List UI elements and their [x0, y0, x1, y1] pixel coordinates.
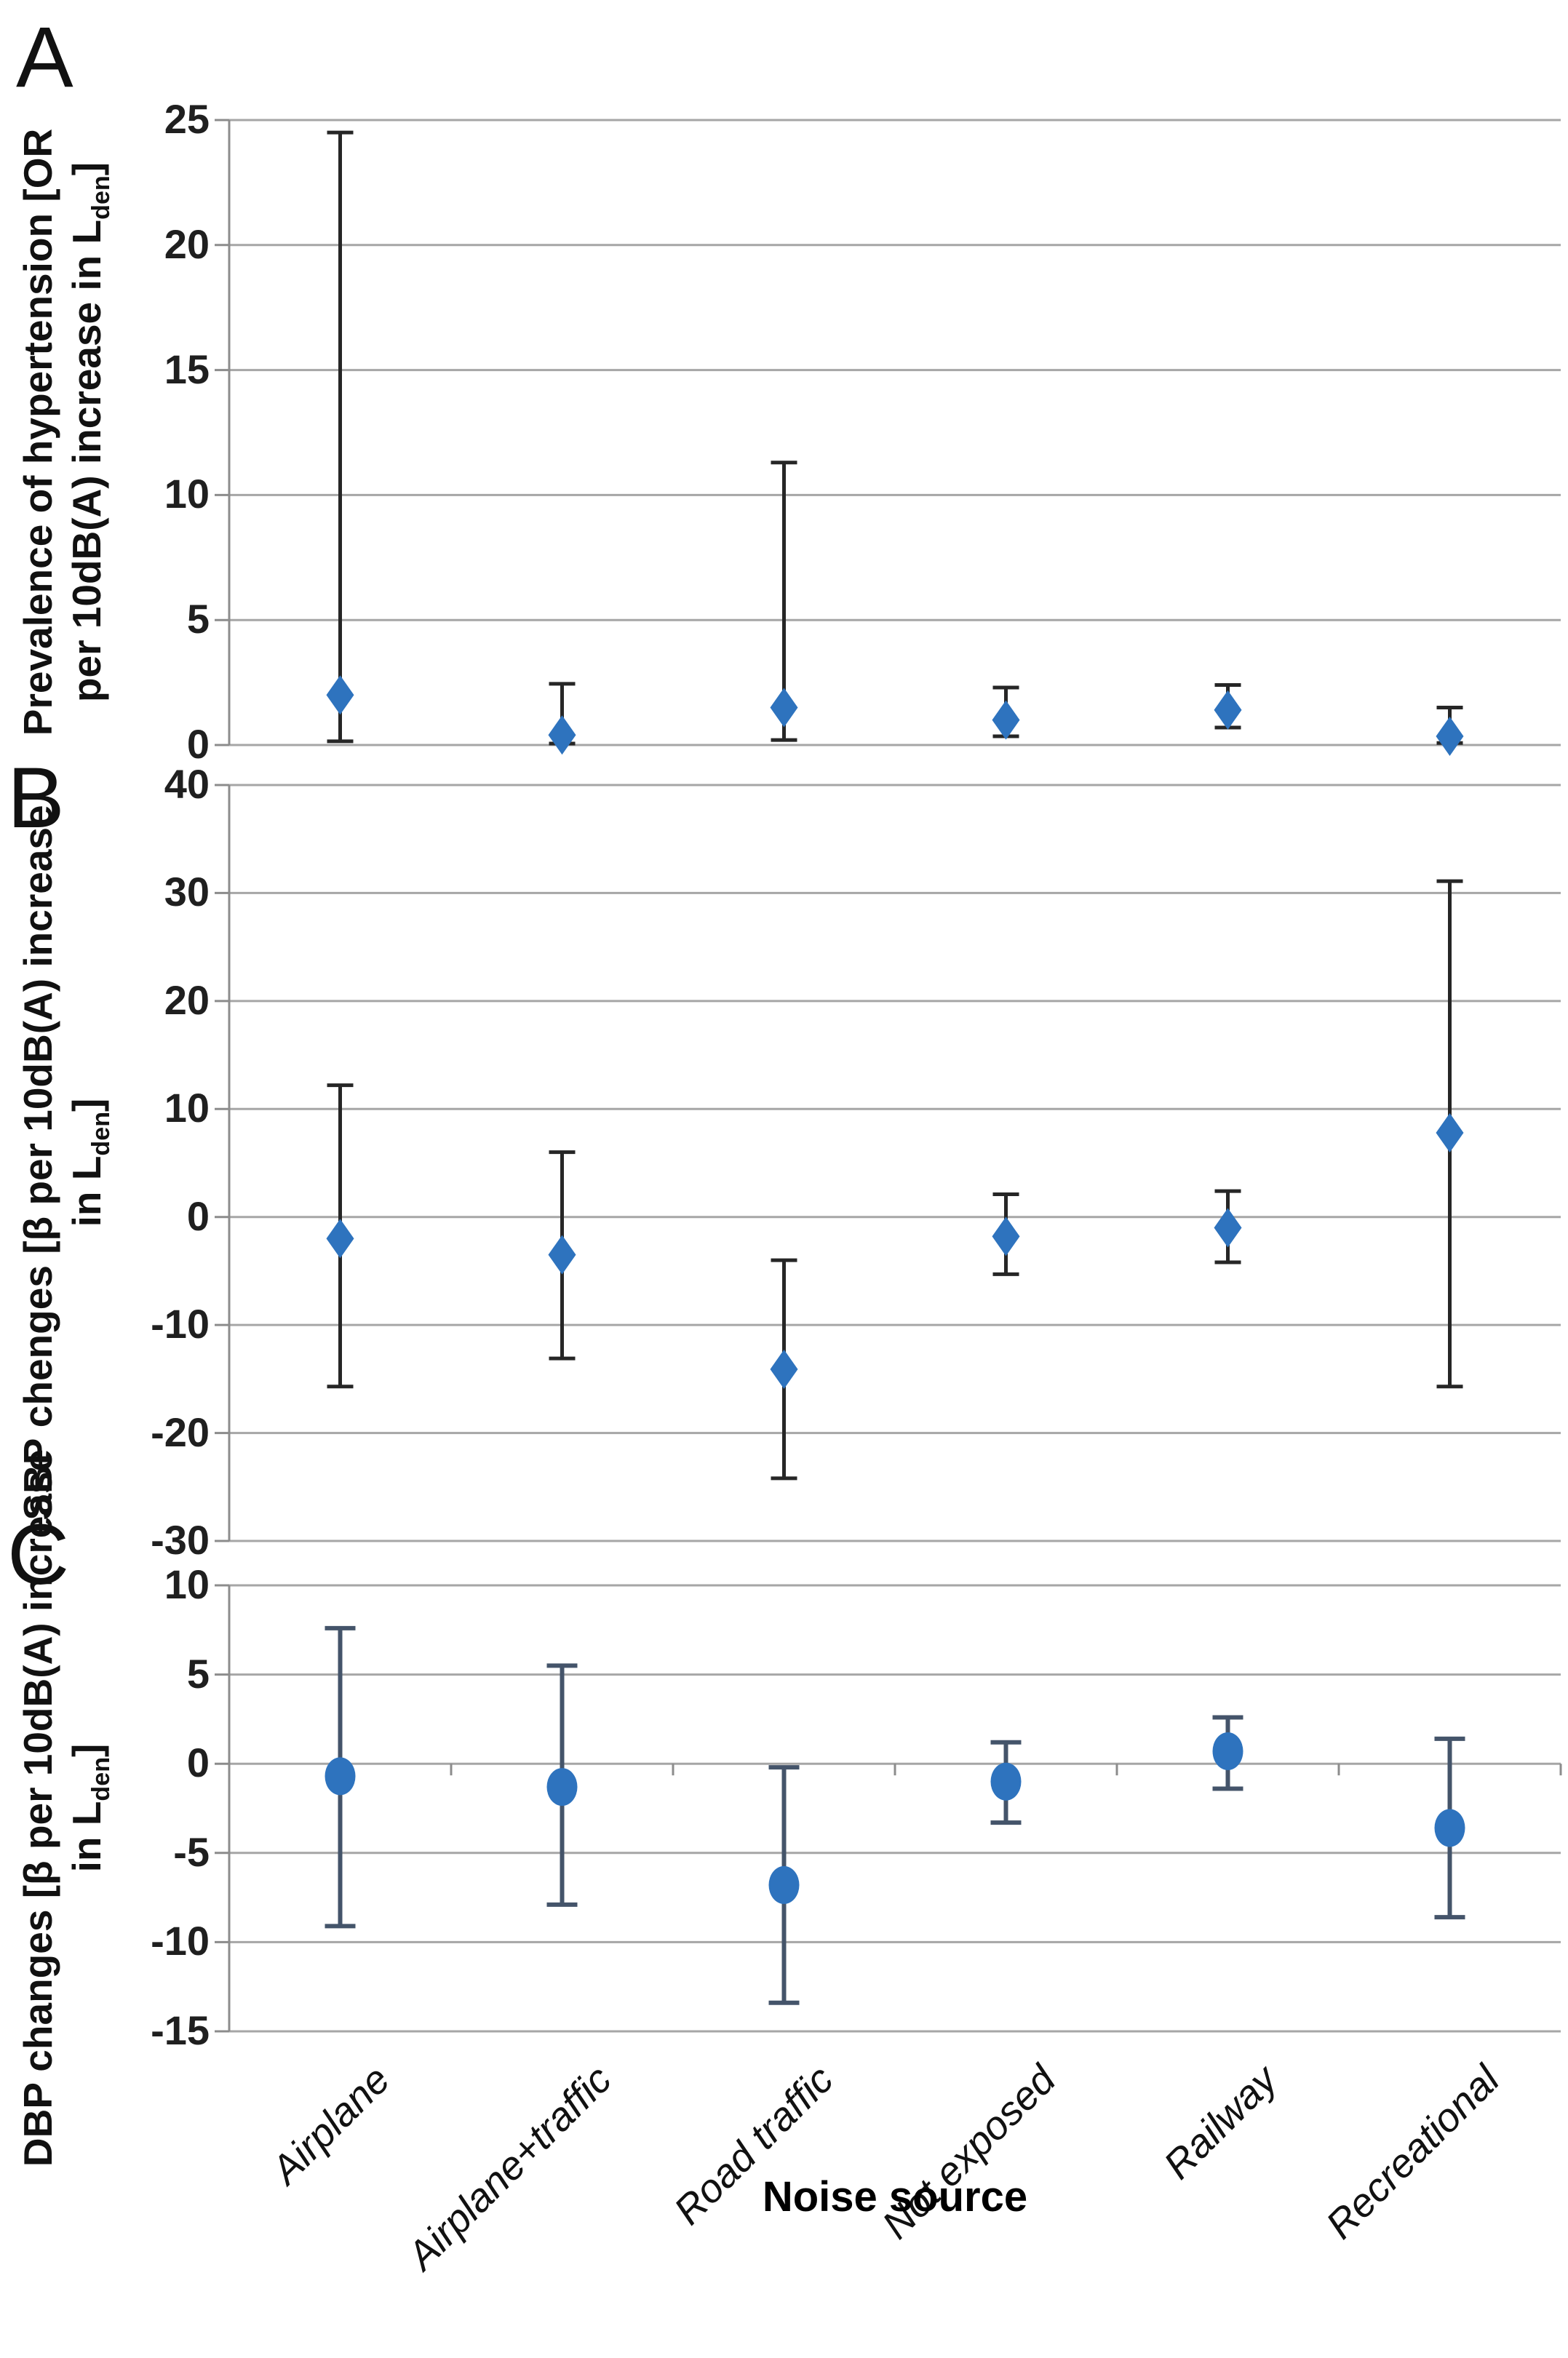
y-tick-label: -10: [151, 1301, 210, 1347]
marker-c-recreational: [1434, 1809, 1465, 1847]
marker-c-railway: [1212, 1732, 1243, 1771]
marker-a-airplane: [326, 675, 354, 715]
y-tick-label: 25: [164, 96, 210, 142]
marker-b-not-exposed: [992, 1216, 1020, 1256]
y-tick-label: -30: [151, 1517, 210, 1563]
marker-a-road-traffic: [770, 688, 798, 728]
marker-c-not-exposed: [990, 1762, 1022, 1801]
panel-b: [215, 784, 1561, 1542]
marker-c-road-traffic: [768, 1865, 800, 1904]
x-axis-title: Noise source: [762, 2173, 1028, 2220]
marker-c-airplane-traffic: [546, 1768, 578, 1807]
y-axis-title-a: Prevalence of hypertension [OR per 10dB(A…: [15, 128, 116, 736]
y-tick-label: 0: [186, 1192, 210, 1239]
marker-b-railway: [1214, 1208, 1242, 1248]
y-tick-label: 10: [164, 1085, 210, 1131]
y-tick-label: -15: [151, 2007, 210, 2053]
y-tick-label: 10: [164, 471, 210, 517]
panel-label-c: C: [7, 1507, 70, 1603]
marker-b-airplane-traffic: [548, 1235, 576, 1275]
y-axis-title-c: DBP changes [β per 10dB(A) increase in Ld…: [15, 1449, 116, 2167]
marker-a-railway: [1214, 690, 1242, 730]
y-tick-label: 0: [186, 721, 210, 767]
y-tick-label: 10: [164, 1561, 210, 1607]
panel-a: [215, 119, 1561, 756]
y-tick-label: -5: [173, 1828, 210, 1875]
y-tick-label: 40: [164, 761, 210, 807]
panel-c: [215, 1584, 1562, 2033]
errorbar-a-airplane: [327, 130, 354, 744]
panel-label-a: A: [16, 9, 73, 105]
marker-a-airplane-traffic: [548, 715, 576, 755]
y-tick-label: 15: [164, 346, 210, 392]
y-tick-label: 20: [164, 976, 210, 1023]
y-tick-label: 5: [186, 1650, 210, 1697]
y-tick-label: -20: [151, 1409, 210, 1455]
panel-label-b: B: [7, 750, 65, 846]
y-tick-label: -10: [151, 1918, 210, 1964]
marker-a-recreational: [1436, 716, 1464, 756]
marker-b-road-traffic: [770, 1349, 798, 1389]
marker-b-airplane: [326, 1219, 354, 1259]
y-axis-title-b: SBP chenges [β per 10dB(A) increase in Ld…: [15, 805, 116, 1521]
marker-c-airplane: [325, 1757, 356, 1796]
y-tick-label: 20: [164, 220, 210, 267]
y-tick-label: 0: [186, 1740, 210, 1786]
marker-a-not-exposed: [992, 700, 1020, 740]
marker-b-recreational: [1436, 1112, 1464, 1152]
y-tick-label: 30: [164, 869, 210, 915]
y-tick-label: 5: [186, 596, 210, 642]
